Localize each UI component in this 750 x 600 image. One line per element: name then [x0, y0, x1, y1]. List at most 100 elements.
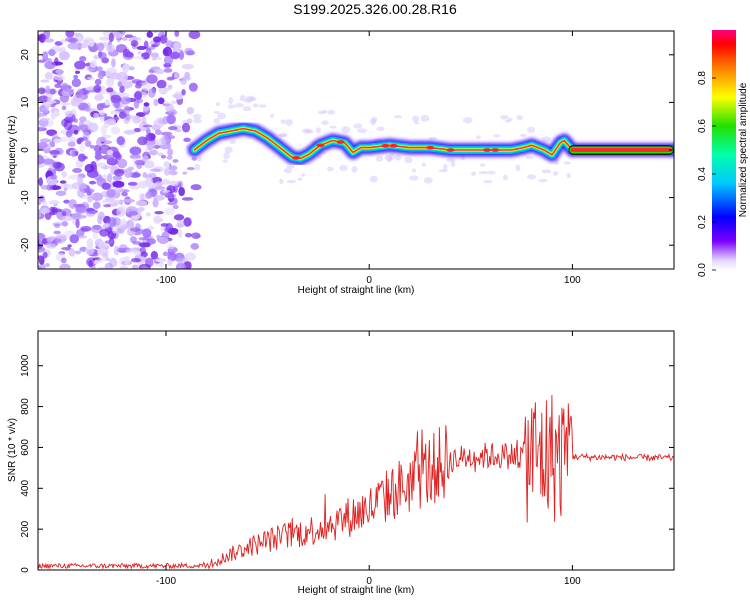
noise-blob: [110, 94, 122, 104]
noise-blob: [75, 218, 80, 229]
noise-blob: [493, 133, 501, 138]
noise-blob: [113, 187, 124, 193]
noise-blob: [119, 199, 124, 205]
noise-blob: [108, 217, 117, 228]
noise-blob: [119, 266, 129, 269]
snr-frame: [37, 330, 675, 571]
noise-blob: [130, 40, 139, 47]
noise-blob: [133, 127, 142, 133]
noise-blob: [128, 211, 139, 216]
noise-blob: [483, 180, 493, 184]
noise-blob: [178, 186, 186, 197]
spectrogram-ytick-label: -20: [20, 238, 31, 253]
noise-blob: [46, 97, 52, 102]
noise-blob: [160, 154, 167, 159]
noise-blob: [376, 126, 385, 132]
noise-blob: [93, 54, 100, 60]
noise-blob: [181, 63, 194, 70]
noise-blob: [286, 179, 296, 184]
noise-blob: [61, 215, 74, 222]
noise-blob: [96, 42, 105, 52]
noise-blob: [97, 71, 104, 80]
noise-blob: [105, 257, 111, 262]
snr-ytick-label: 600: [20, 439, 31, 456]
noise-blob: [234, 103, 245, 108]
noise-blob: [141, 266, 148, 269]
noise-blob: [132, 116, 142, 124]
noise-blob: [172, 93, 183, 99]
noise-blob: [85, 87, 93, 91]
noise-blob: [197, 156, 203, 162]
noise-blob: [97, 241, 109, 249]
noise-blob: [105, 70, 112, 77]
noise-blob: [65, 130, 73, 138]
noise-blob: [97, 257, 106, 263]
spectrogram-ytick-label: 0: [20, 147, 31, 153]
noise-blob: [101, 182, 111, 190]
noise-blob: [40, 263, 46, 269]
noise-blob: [52, 155, 57, 159]
noise-blob: [134, 159, 145, 166]
noise-blob: [64, 110, 74, 118]
noise-blob: [297, 177, 303, 181]
noise-blob: [92, 201, 101, 210]
noise-blob: [51, 206, 58, 216]
noise-blob: [77, 176, 84, 185]
noise-blob: [45, 88, 58, 95]
noise-blob: [158, 87, 168, 94]
noise-blob: [98, 36, 110, 41]
noise-blob: [167, 147, 174, 157]
noise-blob: [376, 155, 384, 162]
noise-blob: [113, 168, 125, 177]
noise-blob: [541, 136, 551, 143]
noise-blob: [49, 174, 58, 180]
noise-blob: [270, 114, 275, 118]
noise-blob: [142, 155, 149, 163]
noise-blob: [78, 182, 87, 190]
noise-blob: [136, 45, 147, 51]
noise-blob: [135, 200, 148, 207]
noise-blob: [188, 31, 201, 40]
noise-blob: [443, 163, 448, 171]
noise-blob: [112, 151, 121, 159]
noise-blob: [315, 127, 322, 134]
noise-blob: [124, 34, 134, 39]
noise-blob: [394, 115, 403, 119]
noise-blob: [85, 207, 95, 212]
noise-blob: [183, 137, 191, 142]
noise-blob: [68, 174, 80, 180]
noise-blob: [96, 177, 104, 182]
noise-blob: [104, 262, 113, 269]
noise-blob: [106, 44, 116, 53]
noise-blob: [191, 232, 201, 240]
snr-ytick-label: 800: [20, 398, 31, 415]
noise-blob: [163, 101, 169, 105]
snr-plot-area: [38, 331, 674, 570]
noise-blob: [215, 102, 220, 107]
noise-blob: [61, 257, 67, 264]
noise-blob: [106, 149, 114, 156]
noise-blob: [88, 37, 95, 47]
noise-blob: [186, 167, 195, 171]
noise-blob: [394, 154, 402, 161]
noise-blob: [60, 246, 72, 251]
noise-blob: [46, 243, 57, 249]
snr-series-line: [38, 394, 674, 570]
noise-blob: [162, 189, 171, 193]
noise-blob: [130, 258, 141, 263]
noise-blob: [39, 197, 46, 203]
noise-blob: [40, 185, 49, 190]
noise-blob: [423, 177, 433, 184]
noise-blob: [43, 31, 51, 40]
noise-blob: [85, 246, 95, 256]
noise-blob: [160, 131, 173, 136]
noise-blob: [369, 175, 378, 183]
noise-blob: [106, 156, 116, 164]
noise-blob: [217, 112, 226, 120]
noise-blob: [152, 198, 159, 208]
noise-blob: [63, 120, 73, 131]
noise-blob: [40, 79, 50, 83]
noise-blob: [166, 155, 173, 160]
noise-blob: [97, 136, 107, 142]
noise-blob: [181, 76, 191, 81]
